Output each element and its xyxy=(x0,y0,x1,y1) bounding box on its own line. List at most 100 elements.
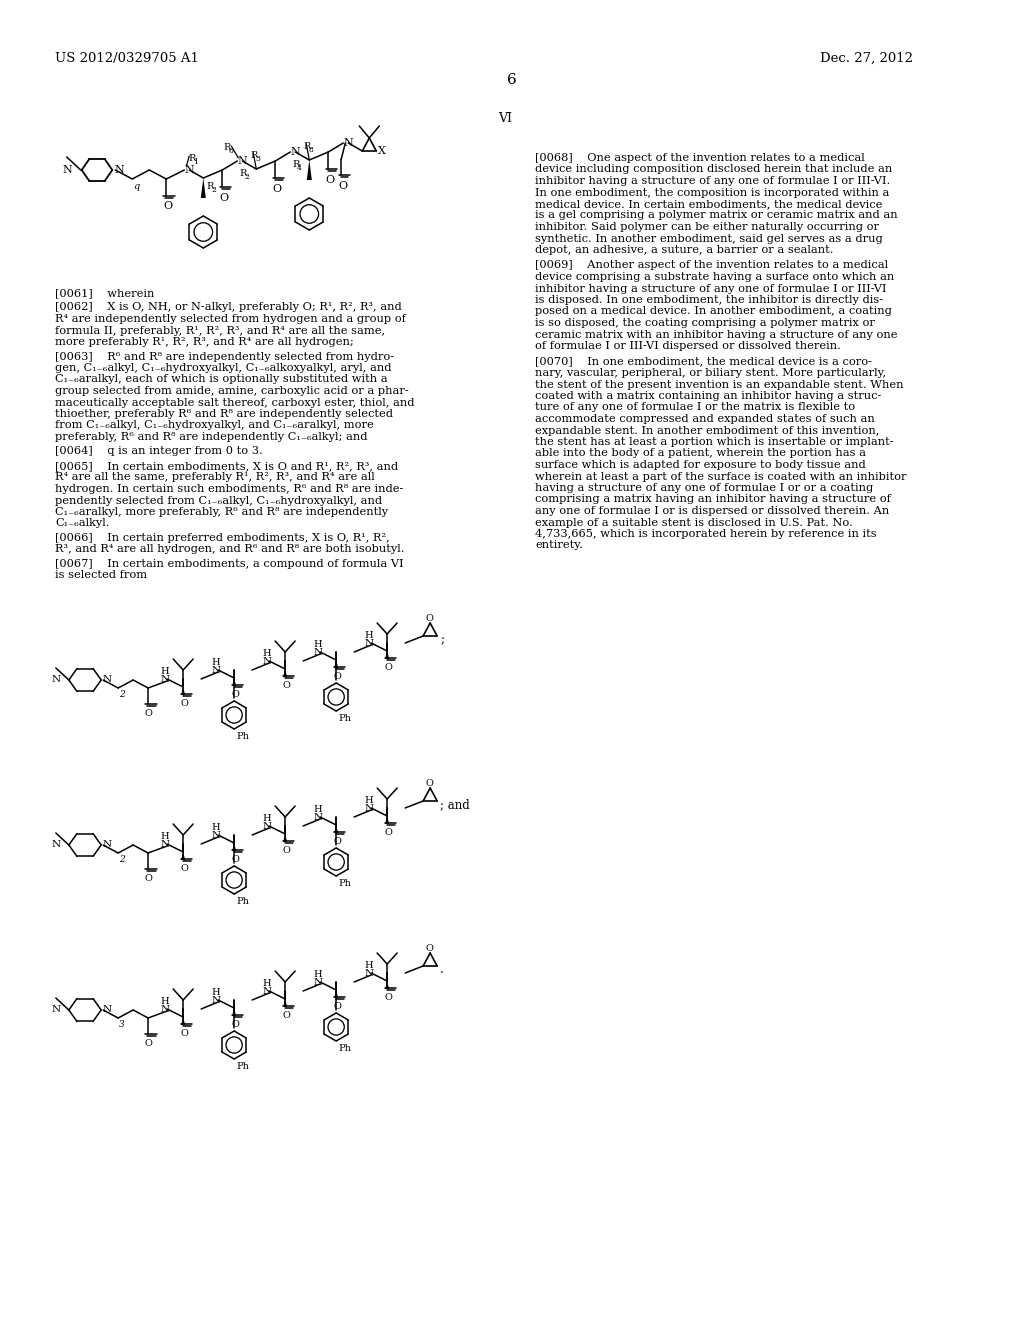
Text: Dec. 27, 2012: Dec. 27, 2012 xyxy=(820,51,913,65)
Text: N: N xyxy=(313,648,323,657)
Text: preferably, R⁶ and R⁸ are independently C₁₋₆alkyl; and: preferably, R⁶ and R⁸ are independently … xyxy=(55,432,368,442)
Text: O: O xyxy=(283,846,290,855)
Text: R: R xyxy=(303,143,310,150)
Text: [0063]    R⁶ and R⁸ are independently selected from hydro-: [0063] R⁶ and R⁸ are independently selec… xyxy=(55,351,394,362)
Text: entirety.: entirety. xyxy=(535,540,583,550)
Text: ceramic matrix with an inhibitor having a structure of any one: ceramic matrix with an inhibitor having … xyxy=(535,330,897,339)
Text: from C₁₋₆alkyl, C₁₋₆hydroxyalkyl, and C₁₋₆aralkyl, more: from C₁₋₆alkyl, C₁₋₆hydroxyalkyl, and C₁… xyxy=(55,421,374,430)
Text: H: H xyxy=(313,640,323,649)
Text: N: N xyxy=(184,165,195,176)
Text: N: N xyxy=(313,978,323,987)
Text: [0066]    In certain preferred embodiments, X is O, R¹, R²,: [0066] In certain preferred embodiments,… xyxy=(55,533,390,543)
Text: hydrogen. In certain such embodiments, R⁶ and R⁸ are inde-: hydrogen. In certain such embodiments, R… xyxy=(55,484,403,494)
Text: is so disposed, the coating comprising a polymer matrix or: is so disposed, the coating comprising a… xyxy=(535,318,874,327)
Text: N: N xyxy=(262,657,271,667)
Text: pendently selected from C₁₋₆alkyl, C₁₋₆hydroxyalkyl, and: pendently selected from C₁₋₆alkyl, C₁₋₆h… xyxy=(55,495,382,506)
Text: N: N xyxy=(115,165,124,176)
Text: device including composition disclosed herein that include an: device including composition disclosed h… xyxy=(535,165,892,174)
Text: In one embodiment, the composition is incorporated within a: In one embodiment, the composition is in… xyxy=(535,187,890,198)
Polygon shape xyxy=(334,990,338,998)
Text: wherein at least a part of the surface is coated with an inhibitor: wherein at least a part of the surface i… xyxy=(535,471,906,482)
Text: [0062]    X is O, NH, or N-alkyl, preferably O; R¹, R², R³, and: [0062] X is O, NH, or N-alkyl, preferabl… xyxy=(55,302,401,313)
Text: expandable stent. In another embodiment of this invention,: expandable stent. In another embodiment … xyxy=(535,425,880,436)
Text: able into the body of a patient, wherein the portion has a: able into the body of a patient, wherein… xyxy=(535,449,866,458)
Polygon shape xyxy=(232,678,237,686)
Text: N: N xyxy=(365,804,374,813)
Text: O: O xyxy=(384,993,392,1002)
Text: R: R xyxy=(188,154,196,162)
Text: posed on a medical device. In another embodiment, a coating: posed on a medical device. In another em… xyxy=(535,306,892,317)
Text: [0067]    In certain embodiments, a compound of formula VI: [0067] In certain embodiments, a compoun… xyxy=(55,558,403,569)
Text: ; and: ; and xyxy=(440,799,470,810)
Text: N: N xyxy=(161,840,170,849)
Text: R: R xyxy=(292,160,300,169)
Text: [0061]    wherein: [0061] wherein xyxy=(55,288,155,298)
Text: N: N xyxy=(52,675,60,684)
Text: O: O xyxy=(272,183,282,194)
Text: Ph: Ph xyxy=(338,1044,351,1053)
Text: 6: 6 xyxy=(507,73,517,87)
Text: [0064]    q is an integer from 0 to 3.: [0064] q is an integer from 0 to 3. xyxy=(55,446,263,457)
Text: N: N xyxy=(161,1005,170,1014)
Text: N: N xyxy=(161,675,170,684)
Polygon shape xyxy=(284,834,287,842)
Text: R⁴ are independently selected from hydrogen and a group of: R⁴ are independently selected from hydro… xyxy=(55,314,406,323)
Text: nary, vascular, peripheral, or biliary stent. More particularly,: nary, vascular, peripheral, or biliary s… xyxy=(535,368,886,378)
Text: US 2012/0329705 A1: US 2012/0329705 A1 xyxy=(55,51,199,65)
Text: N: N xyxy=(262,987,271,997)
Text: O: O xyxy=(144,874,152,883)
Text: N: N xyxy=(212,832,221,840)
Text: O: O xyxy=(425,944,433,953)
Text: [0065]    In certain embodiments, X is O and R¹, R², R³, and: [0065] In certain embodiments, X is O an… xyxy=(55,461,398,471)
Polygon shape xyxy=(334,825,338,833)
Polygon shape xyxy=(334,660,338,668)
Text: N: N xyxy=(212,997,221,1005)
Text: synthetic. In another embodiment, said gel serves as a drug: synthetic. In another embodiment, said g… xyxy=(535,234,883,243)
Text: N: N xyxy=(52,840,60,849)
Text: ture of any one of formulae I or the matrix is flexible to: ture of any one of formulae I or the mat… xyxy=(535,403,855,412)
Polygon shape xyxy=(284,999,287,1007)
Text: H: H xyxy=(212,822,220,832)
Text: Ph: Ph xyxy=(237,733,249,741)
Text: formula II, preferably, R¹, R², R³, and R⁴ are all the same,: formula II, preferably, R¹, R², R³, and … xyxy=(55,326,385,335)
Text: inhibitor having a structure of any one of formulae I or III-VI: inhibitor having a structure of any one … xyxy=(535,284,887,293)
Text: O: O xyxy=(231,855,239,865)
Text: H: H xyxy=(161,667,169,676)
Text: O: O xyxy=(333,1002,341,1011)
Text: O: O xyxy=(333,837,341,846)
Text: N: N xyxy=(313,813,323,822)
Text: Ph: Ph xyxy=(338,714,351,723)
Text: N: N xyxy=(62,165,73,176)
Text: O: O xyxy=(283,1011,290,1020)
Text: H: H xyxy=(313,805,323,814)
Text: O: O xyxy=(219,193,228,203)
Text: H: H xyxy=(212,987,220,997)
Text: [0068]    One aspect of the invention relates to a medical: [0068] One aspect of the invention relat… xyxy=(535,153,864,162)
Text: H: H xyxy=(313,970,323,979)
Polygon shape xyxy=(181,1016,185,1026)
Text: N: N xyxy=(262,822,271,832)
Text: the stent of the present invention is an expandable stent. When: the stent of the present invention is an… xyxy=(535,380,903,389)
Text: O: O xyxy=(180,1030,188,1038)
Text: N: N xyxy=(102,840,112,849)
Text: H: H xyxy=(161,832,169,841)
Text: O: O xyxy=(326,176,335,185)
Text: the stent has at least a portion which is insertable or implant-: the stent has at least a portion which i… xyxy=(535,437,894,447)
Text: 2: 2 xyxy=(119,855,125,865)
Text: H: H xyxy=(365,631,374,640)
Text: group selected from amide, amine, carboxylic acid or a phar-: group selected from amide, amine, carbox… xyxy=(55,385,409,396)
Text: R: R xyxy=(250,150,258,160)
Text: N: N xyxy=(365,639,374,648)
Text: O: O xyxy=(231,1020,239,1030)
Polygon shape xyxy=(385,651,389,659)
Text: any one of formulae I or is dispersed or dissolved therein. An: any one of formulae I or is dispersed or… xyxy=(535,506,889,516)
Text: O: O xyxy=(333,672,341,681)
Text: H: H xyxy=(263,979,271,987)
Text: thioether, preferably R⁶ and R⁸ are independently selected: thioether, preferably R⁶ and R⁸ are inde… xyxy=(55,409,393,418)
Text: H: H xyxy=(365,796,374,805)
Text: N: N xyxy=(238,156,247,166)
Text: accommodate compressed and expanded states of such an: accommodate compressed and expanded stat… xyxy=(535,414,874,424)
Text: R: R xyxy=(240,169,247,178)
Text: H: H xyxy=(263,814,271,822)
Polygon shape xyxy=(181,686,185,696)
